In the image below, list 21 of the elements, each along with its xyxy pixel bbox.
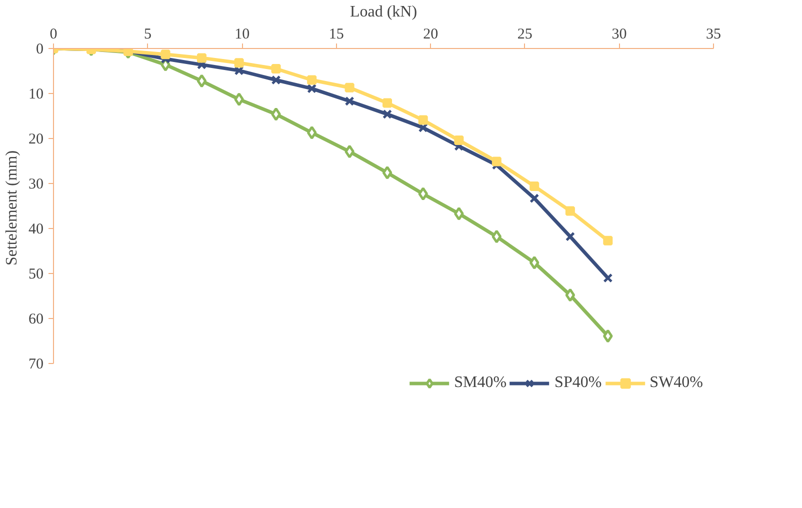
y-tick-label: 40 (28, 222, 44, 238)
legend-label: SM40% (454, 374, 507, 392)
y-tick-label: 30 (28, 176, 44, 192)
y-tick-label: 10 (28, 86, 44, 102)
y-tick-label: 70 (28, 356, 44, 372)
legend-label: SW40% (650, 374, 703, 392)
x-tick-label: 10 (234, 26, 250, 42)
y-tick-label: 20 (28, 132, 44, 148)
x-tick-label: 25 (517, 26, 532, 42)
y-tick-label: 60 (28, 312, 44, 328)
x-tick-label: 30 (612, 26, 627, 42)
x-tick-label: 15 (328, 26, 344, 42)
x-axis-title: Load (kN) (350, 4, 418, 20)
x-tick-label: 20 (423, 26, 438, 42)
x-tick-label: 5 (144, 26, 152, 42)
y-tick-label: 0 (36, 42, 44, 58)
y-axis-title: Settelement (mm) (4, 150, 20, 266)
legend-label: SP40% (554, 374, 602, 392)
y-tick-label: 50 (28, 266, 44, 282)
x-tick-label: 35 (706, 26, 721, 42)
x-tick-label: 0 (50, 26, 58, 42)
